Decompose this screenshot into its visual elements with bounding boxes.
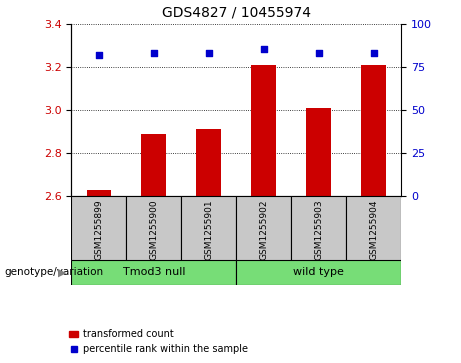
Text: ▶: ▶ bbox=[59, 267, 67, 277]
Text: GSM1255899: GSM1255899 bbox=[95, 199, 103, 260]
Point bbox=[205, 50, 213, 56]
Bar bbox=[251, 65, 276, 196]
Text: GSM1255901: GSM1255901 bbox=[204, 199, 213, 260]
Point bbox=[95, 52, 103, 57]
Text: wild type: wild type bbox=[293, 267, 344, 277]
Legend: transformed count, percentile rank within the sample: transformed count, percentile rank withi… bbox=[65, 326, 252, 358]
Bar bbox=[142, 134, 166, 196]
Bar bbox=[291, 196, 346, 260]
Bar bbox=[71, 196, 126, 260]
Point bbox=[370, 50, 377, 56]
Text: GSM1255902: GSM1255902 bbox=[259, 199, 268, 260]
Point bbox=[150, 50, 158, 56]
Point bbox=[260, 46, 267, 52]
Title: GDS4827 / 10455974: GDS4827 / 10455974 bbox=[162, 6, 311, 20]
Bar bbox=[236, 260, 401, 285]
Bar bbox=[196, 129, 221, 196]
Text: GSM1255903: GSM1255903 bbox=[314, 199, 323, 260]
Bar bbox=[361, 65, 386, 196]
Text: genotype/variation: genotype/variation bbox=[5, 267, 104, 277]
Bar bbox=[87, 189, 111, 196]
Point bbox=[315, 50, 322, 56]
Bar bbox=[181, 196, 236, 260]
Bar bbox=[236, 196, 291, 260]
Bar bbox=[71, 260, 236, 285]
Text: GSM1255904: GSM1255904 bbox=[369, 199, 378, 260]
Bar bbox=[126, 196, 181, 260]
Text: Tmod3 null: Tmod3 null bbox=[123, 267, 185, 277]
Bar bbox=[346, 196, 401, 260]
Bar bbox=[306, 108, 331, 196]
Text: GSM1255900: GSM1255900 bbox=[149, 199, 159, 260]
